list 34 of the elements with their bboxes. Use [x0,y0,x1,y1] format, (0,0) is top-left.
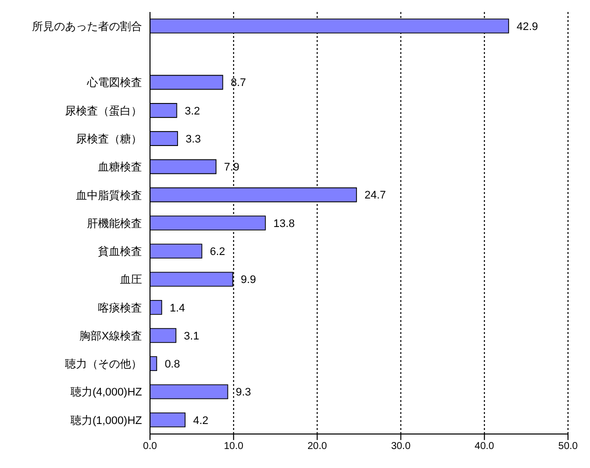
data-label: 3.2 [184,105,200,118]
data-label: 3.3 [186,133,201,146]
y-tick-label: 聴力（その他） [65,358,142,371]
data-label: 24.7 [364,190,386,202]
data-label: 42.9 [516,20,538,33]
data-label: 9.9 [240,274,256,286]
data-label: 4.2 [193,414,208,427]
y-tick-label: 喀痰検査 [98,301,142,314]
y-tick-label: 血糖検査 [98,160,142,174]
x-tick-label: 40.0 [474,441,495,452]
y-tick-label: 所見のあった者の割合 [32,20,142,33]
x-tick-label: 10.0 [224,441,244,452]
data-label: 3.1 [184,330,200,342]
x-tick-label: 50.0 [558,441,578,452]
data-label: 0.8 [164,358,180,371]
y-tick-label: 貧血検査 [98,245,142,258]
data-label: 6.2 [210,246,226,258]
y-tick-label: 尿検査（糖） [76,132,142,146]
y-tick-label: 胸部X線検査 [80,329,142,342]
data-label: 1.4 [170,302,185,314]
y-tick-label: 肝機能検査 [87,216,142,230]
x-tick-label: 0.0 [143,441,158,452]
x-tick-label: 20.0 [307,441,328,452]
y-tick-label: 血圧 [120,274,142,286]
data-label: 8.7 [230,77,246,90]
y-tick-label: 血中脂質検査 [76,188,142,202]
data-label: 13.8 [273,218,295,230]
y-tick-label: 尿検査（蛋白） [65,104,142,118]
y-tick-label: 聴力(4,000)HZ [70,386,142,399]
data-label: 7.9 [224,162,240,174]
y-tick-label: 聴力(1,000)HZ [70,414,142,427]
data-label: 9.3 [236,386,252,399]
y-tick-label: 心電図検査 [86,76,142,90]
x-tick-label: 30.0 [391,441,411,452]
